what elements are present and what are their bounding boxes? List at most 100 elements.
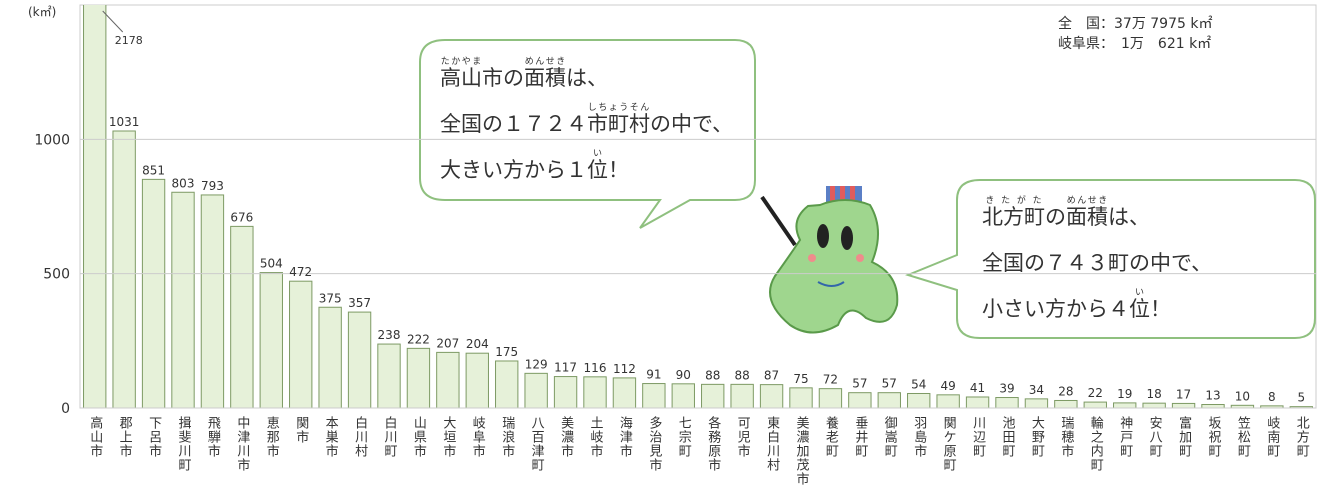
- mascot: [760, 186, 899, 334]
- x-tick-label: 恵那市: [264, 416, 280, 458]
- x-tick-label: 養老町: [823, 415, 839, 458]
- callout-line: 全国の１７２４市町村しちょうそんの中で、: [440, 101, 733, 147]
- furigana: めんせき: [1066, 196, 1108, 206]
- value-label: 88: [705, 368, 720, 382]
- word: 位: [1129, 297, 1150, 321]
- ruby-word: 位い: [587, 149, 608, 182]
- bar: [259, 272, 283, 409]
- x-tick-label: 七宗町: [676, 416, 692, 458]
- value-label: 1031: [109, 115, 140, 129]
- y-tick-label: 500: [43, 267, 70, 283]
- callout-line: 高山たかやま市の面積めんせきは、: [440, 55, 733, 101]
- word: 市町村: [587, 112, 650, 136]
- x-tick-label: 川辺町: [970, 416, 986, 458]
- word: 市の: [482, 66, 524, 90]
- word: 小さい方から４: [982, 297, 1129, 321]
- value-label: 116: [584, 361, 607, 375]
- x-tick-label: 大垣市: [440, 416, 456, 458]
- bar: [1142, 402, 1166, 409]
- value-label: 5: [1297, 391, 1305, 405]
- bar: [436, 351, 460, 409]
- ruby-word: 面積めんせき: [524, 57, 566, 90]
- bar: [1054, 399, 1078, 409]
- value-label: 90: [676, 368, 691, 382]
- bar: [701, 383, 725, 409]
- word: 全国の７４３町の中で、: [982, 251, 1213, 275]
- ruby-word: 市町村しちょうそん: [587, 103, 650, 136]
- value-label: 18: [1147, 387, 1162, 401]
- bar: [877, 392, 901, 409]
- ruby-word: 位い: [1129, 288, 1150, 321]
- x-tick-label: 瑞穂市: [1058, 416, 1074, 458]
- x-tick-label: 各務原市: [705, 415, 721, 472]
- x-tick-label: 多治見市: [646, 415, 662, 472]
- bar: [642, 383, 666, 409]
- value-label: 72: [823, 373, 838, 387]
- value-label: 54: [911, 377, 926, 391]
- value-label: 472: [289, 265, 312, 279]
- x-tick-label: 東白川村: [764, 415, 780, 472]
- value-label: 13: [1205, 389, 1220, 403]
- callout-line: 小さい方から４位い！: [982, 286, 1212, 332]
- x-tick-label: 美濃市: [558, 416, 574, 458]
- total-area: 全 国：37万 7975 k㎡: [1058, 15, 1212, 32]
- value-label: 851: [142, 163, 165, 177]
- value-label: 17: [1176, 387, 1191, 401]
- x-tick-label: 可児市: [735, 416, 751, 458]
- bar: [583, 376, 607, 409]
- bar: [730, 383, 754, 409]
- leader-line: [102, 10, 124, 33]
- x-tick-label: 土岐市: [588, 416, 604, 458]
- value-label: 41: [970, 381, 985, 395]
- furigana: たかやま: [440, 57, 482, 67]
- bar: [83, 5, 107, 409]
- bar: [612, 377, 637, 409]
- value-label: 87: [764, 369, 779, 383]
- bar: [789, 387, 813, 409]
- callout-line: 全国の７４３町の中で、: [982, 240, 1212, 286]
- value-label: 91: [646, 368, 661, 382]
- value-label: 238: [378, 328, 401, 342]
- value-label: 8: [1268, 390, 1276, 404]
- x-tick-label: 垂井町: [852, 416, 868, 458]
- x-tick-label: 山県市: [411, 416, 427, 458]
- value-label: 39: [999, 382, 1014, 396]
- bar: [1113, 402, 1137, 409]
- word: 全国の１７２４: [440, 112, 587, 136]
- value-label: 676: [230, 210, 253, 224]
- value-label: 19: [1117, 387, 1132, 401]
- bar: [377, 343, 401, 409]
- bar: [848, 392, 872, 409]
- bar: [553, 376, 578, 409]
- x-tick-label: 揖斐川町: [176, 416, 192, 472]
- value-label: 375: [319, 291, 342, 305]
- value-label: 2178: [115, 34, 143, 47]
- x-tick-label: 高山市: [87, 415, 103, 458]
- value-label: 175: [495, 345, 518, 359]
- x-tick-label: 安八町: [1147, 416, 1163, 458]
- bars: [83, 5, 1313, 409]
- x-tick-label: 池田町: [1000, 416, 1016, 458]
- bar: [141, 178, 166, 409]
- y-tick-label: 1000: [34, 132, 70, 148]
- x-tick-label: 富加町: [1176, 415, 1192, 458]
- x-tick-label: 飛騨市: [205, 416, 221, 458]
- callout-line: 大きい方から１位い！: [440, 147, 733, 193]
- value-label: 22: [1088, 386, 1103, 400]
- x-tick-label: 美濃加茂市: [794, 416, 810, 486]
- value-label: 34: [1029, 383, 1044, 397]
- value-label: 117: [554, 361, 577, 375]
- x-tick-label: 関市: [293, 416, 309, 444]
- bar: [1083, 401, 1107, 409]
- furigana: しちょうそん: [587, 103, 650, 113]
- callout-text: 北方町きたがたの面積めんせきは、 全国の７４３町の中で、 小さい方から４位い！: [982, 194, 1212, 332]
- word: の中で、: [650, 112, 734, 136]
- unit-label: (k㎡): [28, 5, 56, 19]
- word: の: [1045, 205, 1066, 229]
- value-label: 88: [735, 368, 750, 382]
- word: 面積: [524, 66, 566, 90]
- bar: [200, 194, 225, 409]
- bar: [995, 397, 1019, 409]
- value-label: 57: [852, 377, 867, 391]
